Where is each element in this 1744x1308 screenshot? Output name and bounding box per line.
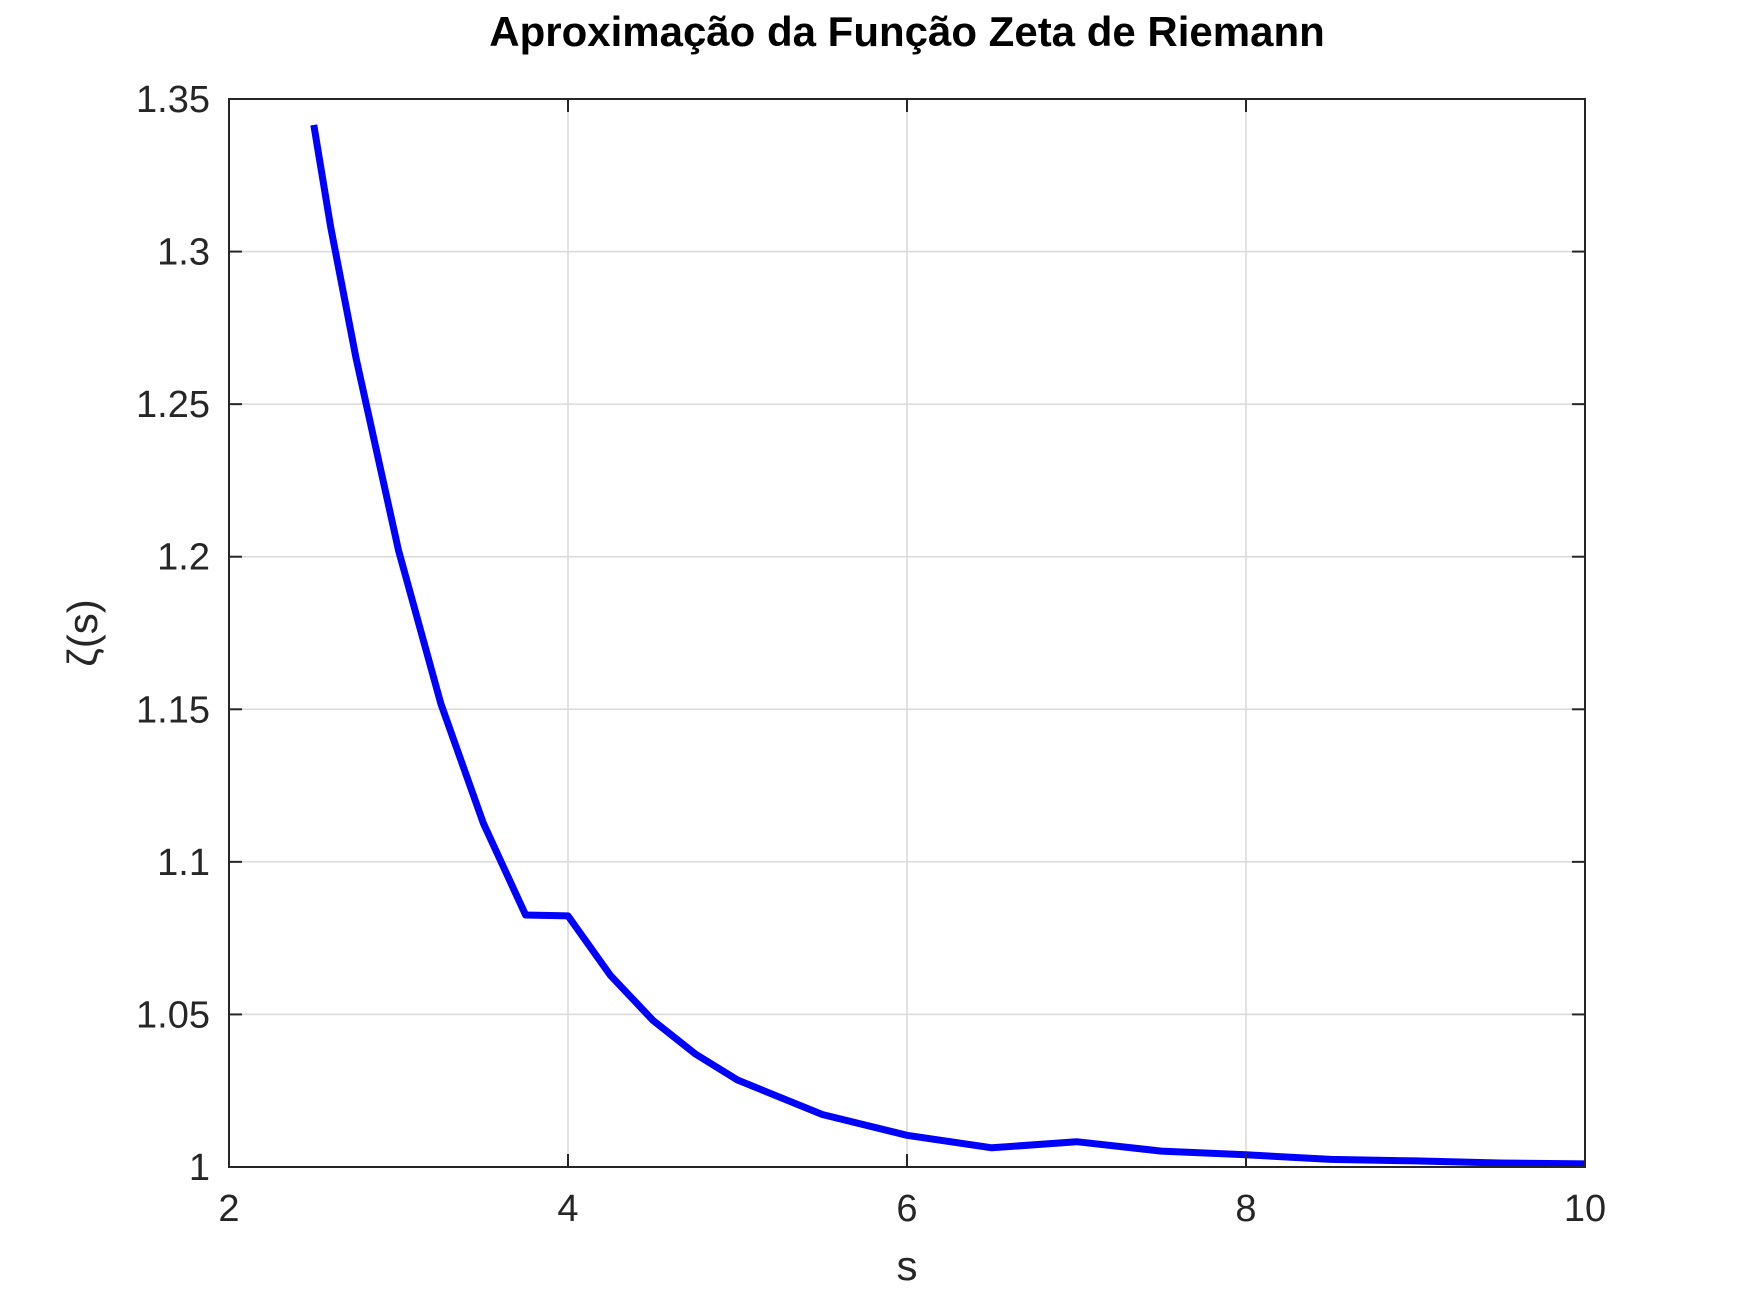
y-tick-label: 1.1	[157, 842, 210, 884]
y-tick-label: 1.25	[136, 384, 210, 426]
y-axis-label: ζ(s)	[59, 599, 106, 667]
y-tick-labels: 1 1.05 1.1 1.15 1.2 1.25 1.3 1.35	[136, 79, 210, 1189]
grid	[229, 99, 1585, 1167]
zeta-series-line	[310, 124, 1586, 1168]
y-tick-label: 1.2	[157, 537, 210, 579]
x-tick-label: 4	[557, 1188, 578, 1230]
series-layer	[310, 124, 1586, 1168]
x-tick-label: 2	[218, 1188, 239, 1230]
x-tick-label: 10	[1564, 1188, 1606, 1230]
y-tick-label: 1.35	[136, 79, 210, 121]
y-tick-label: 1	[189, 1147, 210, 1189]
y-tick-label: 1.15	[136, 689, 210, 731]
y-tick-label: 1.05	[136, 994, 210, 1036]
x-tick-label: 8	[1235, 1188, 1256, 1230]
y-tick-label: 1.3	[157, 232, 210, 274]
x-tick-labels: 2 4 6 8 10	[218, 1188, 1606, 1230]
ticks	[228, 98, 1586, 1168]
x-tick-label: 6	[896, 1188, 917, 1230]
x-axis-label: s	[897, 1242, 918, 1289]
chart-title: Aproximação da Função Zeta de Riemann	[489, 8, 1325, 55]
